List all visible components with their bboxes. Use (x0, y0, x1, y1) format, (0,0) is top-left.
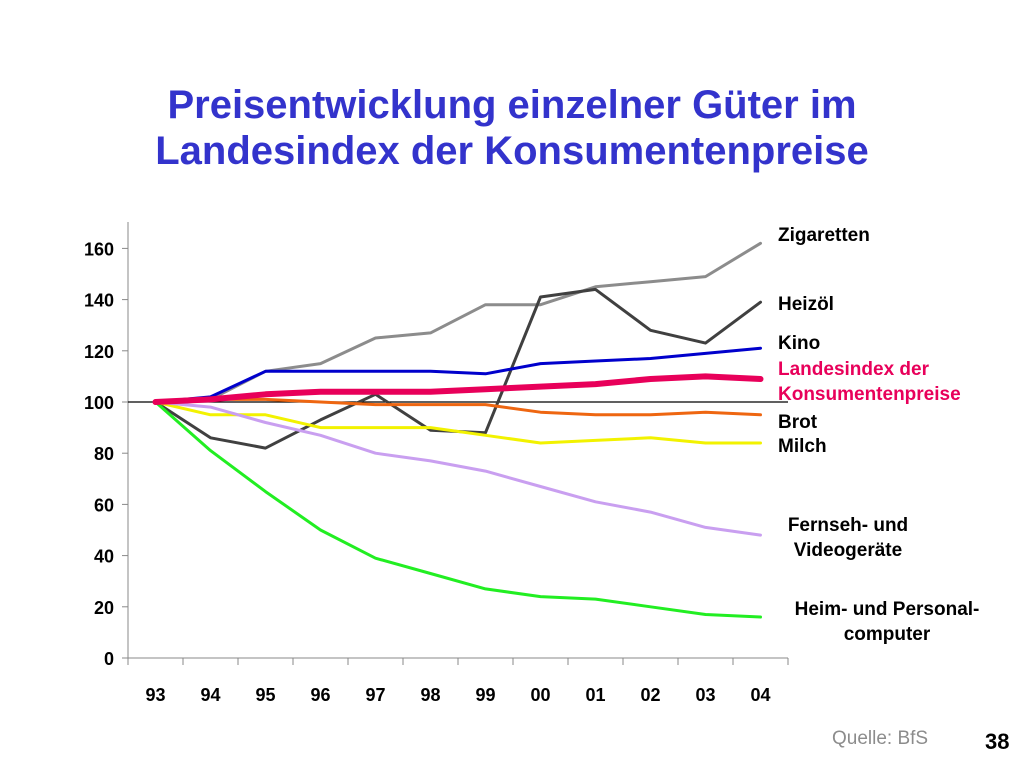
y-tick-label: 0 (104, 649, 114, 669)
series-label-heim: Heim- und Personal- (795, 599, 980, 620)
series-line-heim-und-personal-computer (154, 400, 762, 619)
y-tick-label: 40 (94, 547, 114, 567)
source-label: Quelle: BfS (832, 728, 929, 749)
y-tick-label: 100 (84, 393, 114, 413)
series-line-brot (154, 397, 762, 417)
series-line-kino (154, 346, 762, 404)
series-label-heim: computer (844, 624, 931, 645)
page-number: 38 (985, 729, 1010, 754)
x-tick-label: 98 (420, 685, 440, 705)
slide-title: Preisentwicklung einzelner Güter im Land… (0, 82, 1024, 174)
y-tick-label: 140 (84, 291, 114, 311)
y-tick-label: 160 (84, 239, 114, 259)
x-tick-label: 96 (310, 685, 330, 705)
title-line-2: Landesindex der Konsumentenpreise (155, 129, 869, 173)
y-tick-label: 80 (94, 444, 114, 464)
series-label-zigaretten: Zigaretten (778, 225, 870, 246)
x-tick-label: 01 (585, 685, 605, 705)
chart-series (152, 241, 764, 619)
series-label-kino: Kino (778, 333, 820, 354)
x-tick-label: 04 (750, 685, 770, 705)
series-label-brot: Brot (778, 412, 818, 433)
series-line-heizöl (154, 287, 762, 450)
x-tick-label: 02 (640, 685, 660, 705)
series-label-landesindex: Landesindex der (778, 359, 930, 380)
x-tick-label: 97 (365, 685, 385, 705)
series-line-milch (154, 400, 762, 445)
title-line-1: Preisentwicklung einzelner Güter im (167, 83, 857, 127)
y-tick-label: 120 (84, 342, 114, 362)
y-tick-label: 60 (94, 495, 114, 515)
series-label-landesindex: Konsumentenpreise (778, 384, 961, 405)
chart-series-labels: Zigaretten Heizöl Kino Landesindex der Konsu… (778, 225, 979, 645)
x-tick-label: 94 (200, 685, 220, 705)
x-tick-label: 93 (145, 685, 165, 705)
y-tick-label: 20 (94, 598, 114, 618)
x-tick-label: 03 (695, 685, 715, 705)
series-label-fernseh: Fernseh- und (788, 515, 908, 536)
series-label-heizoel: Heizöl (778, 294, 834, 315)
series-line-fernseh-und-videogeräte (154, 400, 762, 537)
x-tick-label: 99 (475, 685, 495, 705)
series-line-landesindex-der-konsumentenpreise (152, 373, 764, 405)
x-tick-label: 00 (530, 685, 550, 705)
x-tick-label: 95 (255, 685, 275, 705)
series-label-milch: Milch (778, 436, 827, 457)
series-label-fernseh: Videogeräte (794, 540, 902, 561)
